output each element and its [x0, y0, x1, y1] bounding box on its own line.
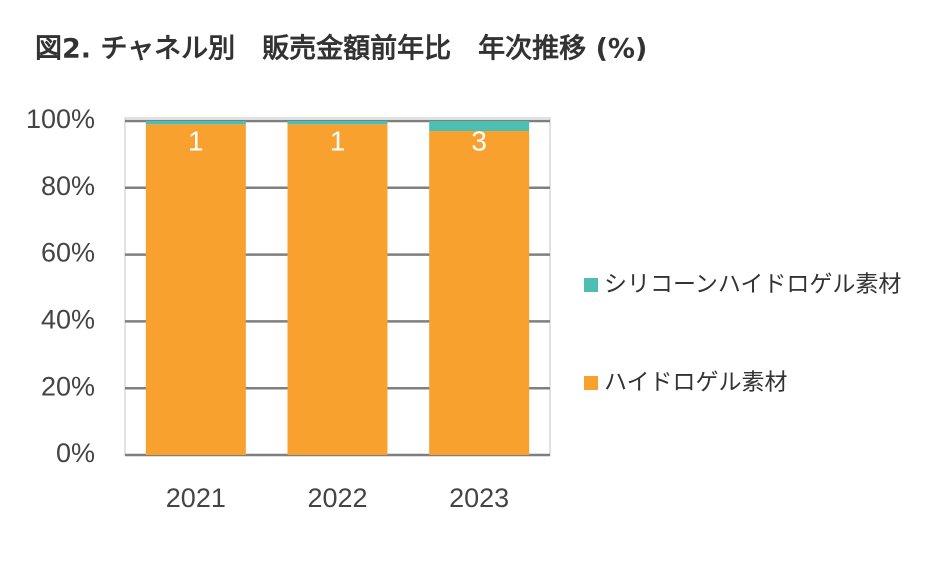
y-tick-label: 40%: [41, 305, 95, 335]
bar-segment: [145, 124, 246, 455]
legend-swatch: [584, 376, 598, 390]
bar-segment: [287, 121, 388, 125]
legend-swatch: [584, 278, 598, 292]
y-tick-label: 100%: [26, 104, 95, 134]
x-tick-label: 2022: [307, 483, 367, 513]
bar-segment: [145, 121, 246, 125]
value-label: 1: [188, 125, 204, 156]
bar-segment: [429, 121, 530, 132]
y-tick-label: 60%: [41, 238, 95, 268]
x-tick-label: 2021: [166, 483, 226, 513]
bar-segment: [287, 124, 388, 455]
chart-title: 図2. チャネル別 販売金額前年比 年次推移 (%): [35, 33, 647, 65]
value-label: 1: [330, 125, 346, 156]
bar-segment: [429, 131, 530, 455]
y-tick-label: 20%: [41, 371, 95, 401]
y-tick-label: 80%: [41, 171, 95, 201]
legend-label: シリコーンハイドロゲル素材: [604, 272, 901, 298]
value-label: 3: [471, 125, 487, 156]
x-tick-label: 2023: [449, 483, 509, 513]
legend-label: ハイドロゲル素材: [604, 370, 788, 396]
y-tick-label: 0%: [56, 438, 95, 468]
